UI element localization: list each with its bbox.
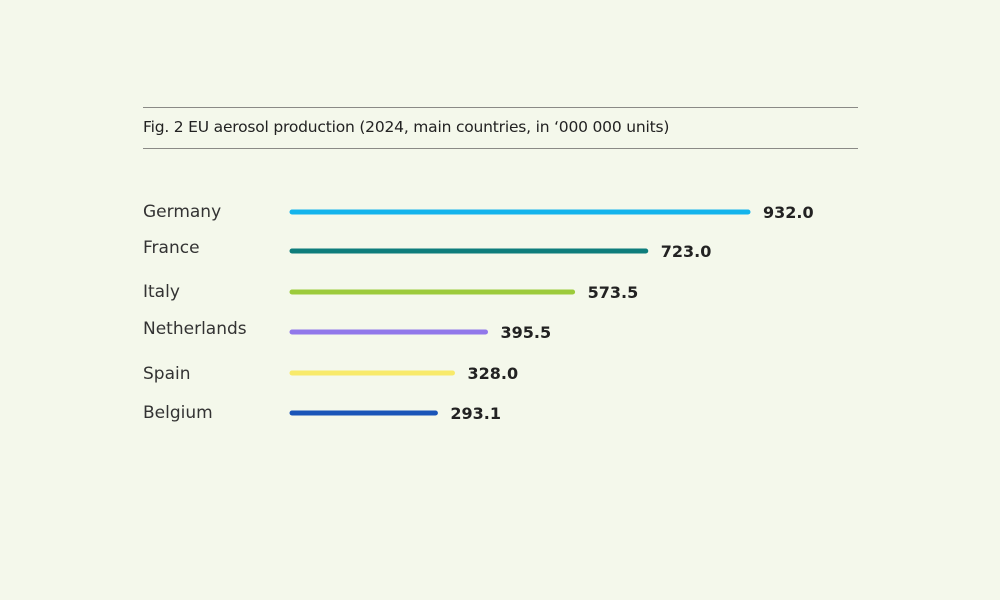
- category-label: Germany: [143, 202, 221, 222]
- chart-title: Fig. 2 EU aerosol production (2024, main…: [143, 118, 670, 136]
- category-label: Netherlands: [143, 319, 247, 339]
- value-label: 932.0: [763, 203, 814, 222]
- value-label: 573.5: [588, 283, 639, 302]
- category-label: Belgium: [143, 403, 213, 423]
- value-label: 723.0: [661, 242, 712, 261]
- category-label: Spain: [143, 364, 191, 384]
- category-label: France: [143, 238, 200, 258]
- value-label: 395.5: [501, 323, 552, 342]
- value-label: 293.1: [450, 404, 501, 423]
- value-label: 328.0: [467, 364, 518, 383]
- category-label: Italy: [143, 282, 180, 302]
- title-top-rule: [143, 107, 858, 108]
- title-bottom-rule: [143, 148, 858, 149]
